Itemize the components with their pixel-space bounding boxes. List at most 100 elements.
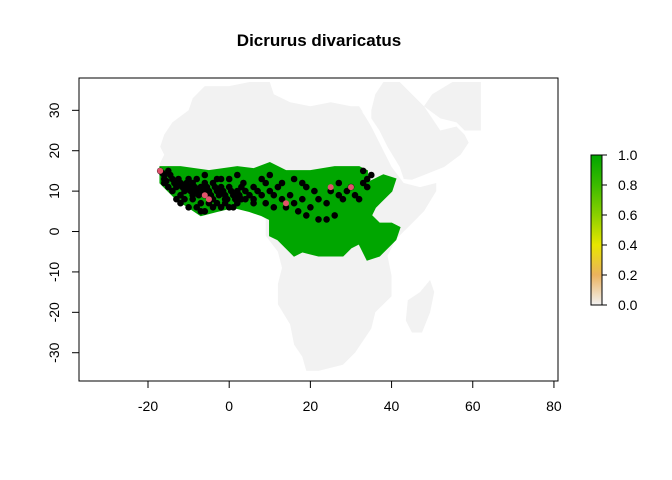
chart-title: Dicrurus divaricatus (237, 31, 401, 50)
occurrence-point (363, 183, 371, 191)
occurrence-point (294, 208, 302, 215)
occurrence-point (250, 183, 257, 191)
occurrence-point (331, 212, 339, 219)
occurrence-point (160, 179, 168, 187)
occurrence-point (201, 179, 209, 187)
occurrence-point (270, 191, 278, 199)
occurrence-point (173, 195, 180, 203)
occurrence-point (240, 179, 247, 187)
occurrence-point (323, 199, 330, 207)
occurrence-point (274, 183, 282, 191)
occurrence-point (234, 199, 241, 207)
y-axis: -30 -20 -10 0 10 20 30 (46, 102, 80, 363)
colorbar-tick-label: 1.0 (618, 147, 638, 163)
occurrence-point (359, 179, 367, 187)
occurrence-point (221, 195, 229, 203)
y-tick-label: 30 (46, 102, 62, 118)
colorbar-tick-label: 0.2 (618, 267, 638, 283)
occurrence-point (181, 195, 188, 203)
occurrence-point (189, 191, 196, 199)
y-tick-label: 0 (46, 227, 62, 235)
occurrence-point (195, 191, 203, 199)
highlighted-point (201, 192, 208, 199)
occurrence-point (197, 199, 205, 207)
occurrence-point (266, 187, 274, 195)
occurrence-point (323, 216, 330, 223)
occurrence-point (230, 204, 237, 211)
occurrence-point (303, 183, 310, 191)
occurrence-point (258, 191, 266, 199)
occurrence-point (234, 171, 241, 179)
occurrence-point (262, 179, 270, 187)
x-tick-label: 20 (303, 398, 319, 414)
occurrence-point (173, 183, 180, 191)
occurrence-point (359, 167, 367, 175)
highlighted-point (327, 184, 334, 191)
colorbar-tick-label: 0.6 (618, 207, 638, 223)
occurrence-point (254, 187, 261, 195)
occurrence-point (262, 199, 270, 207)
highlighted-point (348, 184, 354, 191)
occurrence-point (307, 204, 314, 211)
occurrence-point (213, 199, 221, 207)
land-shape (371, 82, 469, 180)
occurrence-point (315, 195, 322, 203)
colorbar (590, 154, 603, 306)
occurrence-point (299, 179, 306, 187)
occurrence-point (185, 204, 192, 211)
occurrence-point (169, 187, 176, 195)
occurrence-point (278, 179, 286, 187)
land-shape (405, 280, 435, 333)
occurrence-point (368, 171, 375, 179)
highlighted-point (205, 196, 212, 203)
occurrence-point (193, 175, 200, 183)
occurrence-point (266, 171, 274, 179)
occurrence-point (246, 191, 253, 199)
y-tick-label: -30 (46, 342, 62, 362)
occurrence-point (225, 175, 233, 183)
occurrence-point (343, 187, 351, 195)
occurrence-point (351, 191, 359, 199)
occurrence-point (185, 175, 192, 183)
occurrence-point (213, 175, 221, 183)
occurrence-point (355, 195, 363, 203)
y-tick-label: 10 (46, 183, 62, 199)
occurrence-point (311, 187, 318, 195)
colorbar-tick-label: 0.4 (618, 237, 638, 253)
occurrence-points (156, 167, 375, 223)
occurrence-point (315, 216, 322, 223)
occurrence-point (303, 212, 310, 219)
land-shape (424, 82, 481, 131)
occurrence-point (177, 191, 184, 199)
colorbar-tick-label: 0.0 (618, 297, 638, 313)
x-tick-label: 40 (384, 398, 400, 414)
y-tick-label: 20 (46, 143, 62, 159)
occurrence-point (339, 195, 347, 203)
occurrence-point (215, 191, 223, 199)
occurrence-point (299, 195, 306, 203)
occurrence-point (250, 199, 257, 207)
occurrence-point (201, 171, 209, 179)
x-axis: -20 0 20 40 60 80 (138, 380, 562, 414)
occurrence-point (270, 204, 278, 211)
y-tick-label: -20 (46, 302, 62, 322)
occurrence-point (181, 187, 188, 195)
occurrence-point (209, 204, 217, 211)
occurrence-point (217, 204, 225, 211)
occurrence-point (242, 187, 249, 195)
occurrence-point (363, 175, 371, 183)
colorbar-legend: 0.0 0.2 0.4 0.6 0.8 1.0 (590, 147, 638, 313)
colorbar-tick-label: 0.8 (618, 177, 638, 193)
x-tick-label: -20 (138, 398, 158, 414)
x-tick-label: 80 (546, 398, 562, 414)
occurrence-point (278, 195, 286, 203)
occurrence-point (193, 204, 200, 211)
occurrence-point (290, 175, 298, 183)
x-tick-label: 60 (465, 398, 481, 414)
occurrence-point (335, 191, 343, 199)
occurrence-point (335, 179, 343, 187)
occurrence-point (177, 199, 184, 207)
highlighted-point (157, 167, 164, 174)
occurrence-point (197, 208, 205, 215)
